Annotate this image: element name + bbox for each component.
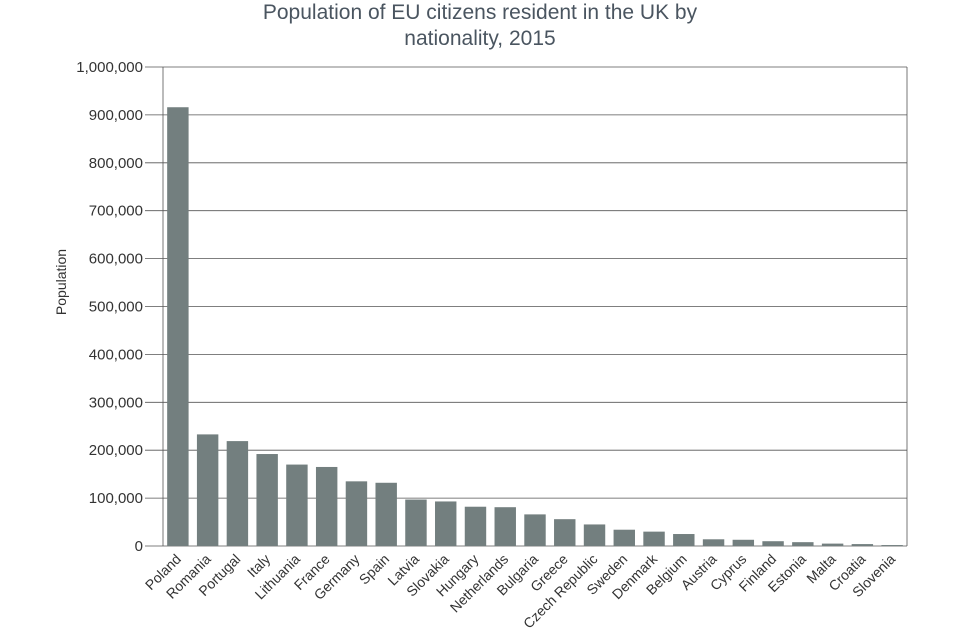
- x-tick-label: Spain: [356, 551, 393, 588]
- bar: [554, 519, 576, 546]
- y-tick-label: 700,000: [89, 203, 143, 220]
- bar: [643, 531, 665, 546]
- y-tick-label: 800,000: [89, 155, 143, 172]
- bar: [435, 501, 457, 546]
- bar: [167, 107, 189, 547]
- chart-title-line-1: Population of EU citizens resident in th…: [262, 1, 698, 24]
- bar: [821, 543, 844, 546]
- bar: [405, 499, 427, 546]
- y-axis-title: Population: [53, 249, 69, 315]
- bar: [732, 539, 755, 546]
- y-tick-label: 500,000: [89, 299, 143, 316]
- bar: [762, 541, 784, 546]
- chart-title-line-2: nationality, 2015: [404, 27, 556, 50]
- y-tick-label: 1,000,000: [76, 59, 143, 76]
- y-tick-label: 100,000: [89, 490, 143, 507]
- chart-title: Population of EU citizens resident in th…: [0, 0, 960, 52]
- bar: [375, 482, 397, 546]
- bar: [524, 514, 546, 546]
- y-tick-label: 300,000: [89, 394, 143, 411]
- bar: [196, 434, 219, 546]
- bar: [256, 454, 278, 546]
- y-tick-label: 400,000: [89, 346, 143, 363]
- bar: [583, 524, 606, 546]
- bar: [315, 466, 338, 546]
- bar: [345, 481, 368, 546]
- bar: [851, 544, 874, 546]
- y-tick-label: 600,000: [89, 251, 143, 268]
- bar: [702, 539, 725, 546]
- y-tick-label: 0: [135, 538, 143, 555]
- bar: [881, 545, 903, 546]
- y-tick-label: 900,000: [89, 107, 143, 124]
- bar: [494, 507, 516, 546]
- bar: [464, 506, 487, 546]
- bar: [673, 534, 695, 546]
- bar: [613, 529, 635, 546]
- y-tick-label: 200,000: [89, 442, 143, 459]
- bar: [286, 464, 308, 546]
- bar: [792, 542, 814, 546]
- bar: [226, 441, 249, 546]
